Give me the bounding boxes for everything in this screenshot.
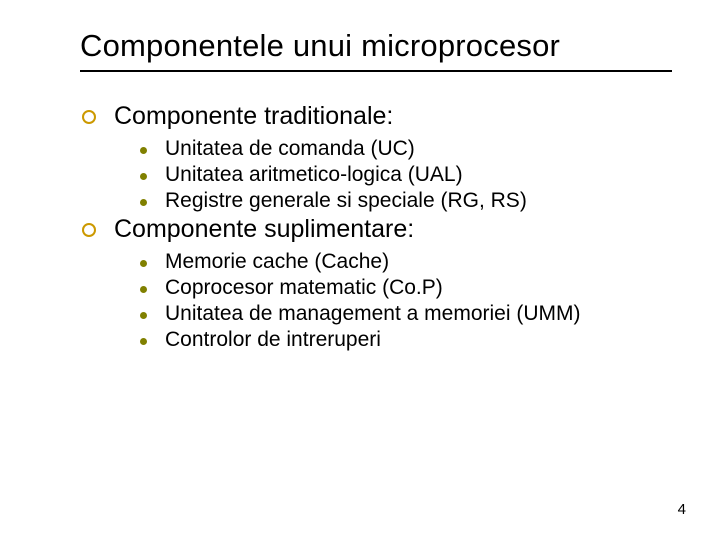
slide: Componentele unui microprocesor Componen… bbox=[0, 0, 720, 540]
dot-bullet-icon bbox=[140, 312, 147, 319]
list-item: Registre generale si speciale (RG, RS) bbox=[140, 189, 672, 213]
list-item-text: Coprocesor matematic (Co.P) bbox=[165, 276, 443, 300]
level1-list: Componente traditionale: Unitatea de com… bbox=[82, 102, 672, 352]
section-heading: Componente suplimentare: bbox=[114, 215, 414, 244]
list-item: Controlor de intreruperi bbox=[140, 328, 672, 352]
list-item-text: Unitatea aritmetico-logica (UAL) bbox=[165, 163, 463, 187]
dot-bullet-icon bbox=[140, 199, 147, 206]
level2-list-0: Unitatea de comanda (UC) Unitatea aritme… bbox=[140, 137, 672, 213]
slide-title: Componentele unui microprocesor bbox=[80, 28, 672, 64]
ring-bullet-icon bbox=[82, 223, 96, 237]
dot-bullet-icon bbox=[140, 338, 147, 345]
list-item: Unitatea de comanda (UC) bbox=[140, 137, 672, 161]
level2-list-1: Memorie cache (Cache) Coprocesor matemat… bbox=[140, 250, 672, 352]
list-item-text: Registre generale si speciale (RG, RS) bbox=[165, 189, 527, 213]
ring-bullet-icon bbox=[82, 110, 96, 124]
dot-bullet-icon bbox=[140, 147, 147, 154]
section-heading: Componente traditionale: bbox=[114, 102, 393, 131]
list-item: Unitatea aritmetico-logica (UAL) bbox=[140, 163, 672, 187]
section-1: Componente suplimentare: bbox=[82, 215, 672, 244]
dot-bullet-icon bbox=[140, 173, 147, 180]
list-item: Unitatea de management a memoriei (UMM) bbox=[140, 302, 672, 326]
dot-bullet-icon bbox=[140, 286, 147, 293]
list-item: Coprocesor matematic (Co.P) bbox=[140, 276, 672, 300]
list-item-text: Memorie cache (Cache) bbox=[165, 250, 389, 274]
title-underline bbox=[80, 70, 672, 72]
page-number: 4 bbox=[678, 501, 686, 518]
list-item-text: Unitatea de management a memoriei (UMM) bbox=[165, 302, 581, 326]
list-item-text: Controlor de intreruperi bbox=[165, 328, 381, 352]
dot-bullet-icon bbox=[140, 260, 147, 267]
list-item: Memorie cache (Cache) bbox=[140, 250, 672, 274]
section-0: Componente traditionale: bbox=[82, 102, 672, 131]
list-item-text: Unitatea de comanda (UC) bbox=[165, 137, 415, 161]
